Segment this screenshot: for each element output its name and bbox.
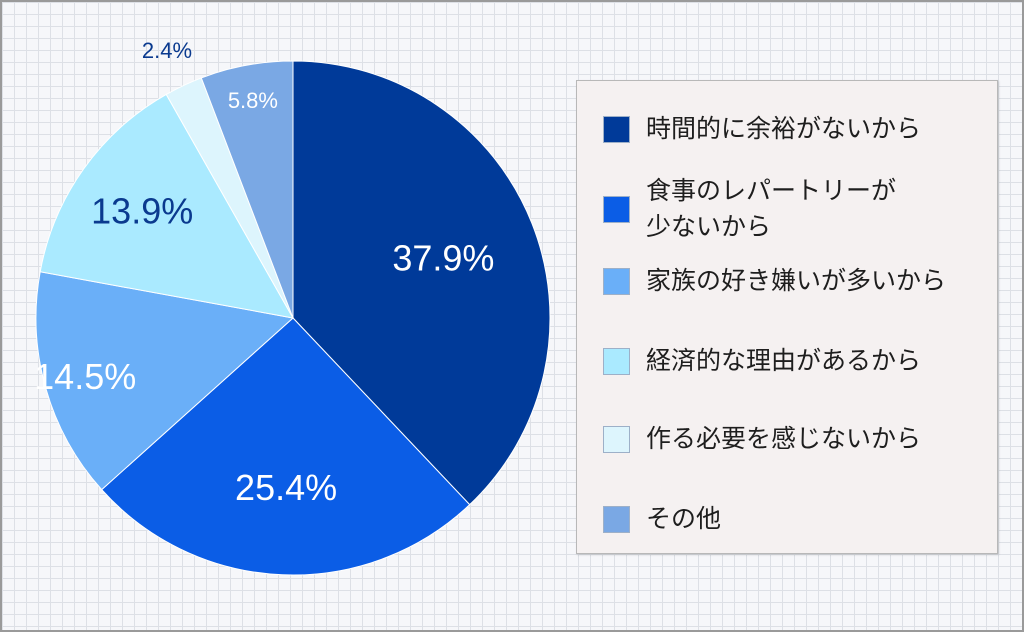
legend-label: 経済的な理由があるから [646, 346, 922, 375]
legend-swatch [603, 425, 630, 453]
legend-item: 時間的に余裕がないから [603, 111, 921, 147]
legend-swatch [603, 347, 630, 375]
legend-label: 作る必要を感じないから [646, 424, 922, 453]
legend-label: 家族の好き嫌いが多いから [646, 266, 947, 295]
legend-swatch [603, 115, 630, 143]
pie-slice [200, 60, 294, 319]
slice-value-label: 13.9% [91, 190, 193, 231]
pie-slice [100, 317, 471, 576]
slice-value-label: 2.4% [142, 38, 192, 63]
legend-label: 時間的に余裕がないから [646, 114, 922, 143]
slice-value-label: 5.8% [228, 88, 278, 113]
legend-swatch [603, 195, 630, 223]
legend-item: その他 [603, 501, 721, 537]
slice-value-label: 14.5% [34, 356, 136, 397]
pie-slice [39, 93, 294, 319]
chart-legend: 時間的に余裕がないから 食事のレパートリーが 少ないから 家族の好き嫌いが多いか… [576, 80, 998, 554]
slice-value-label: 25.4% [235, 467, 337, 508]
legend-label: その他 [646, 504, 722, 533]
legend-item: 家族の好き嫌いが多いから [603, 263, 946, 299]
pie-slice [292, 60, 551, 506]
legend-item: 食事のレパートリーが 少ないから [603, 173, 896, 245]
legend-item: 作る必要を感じないから [603, 421, 921, 457]
legend-swatch [603, 505, 630, 533]
legend-label: 食事のレパートリーが 少ないから [646, 176, 897, 241]
legend-item: 経済的な理由があるから [603, 343, 921, 379]
legend-swatch [603, 267, 630, 295]
pie-slice [35, 271, 295, 491]
slice-value-label: 37.9% [392, 238, 494, 279]
